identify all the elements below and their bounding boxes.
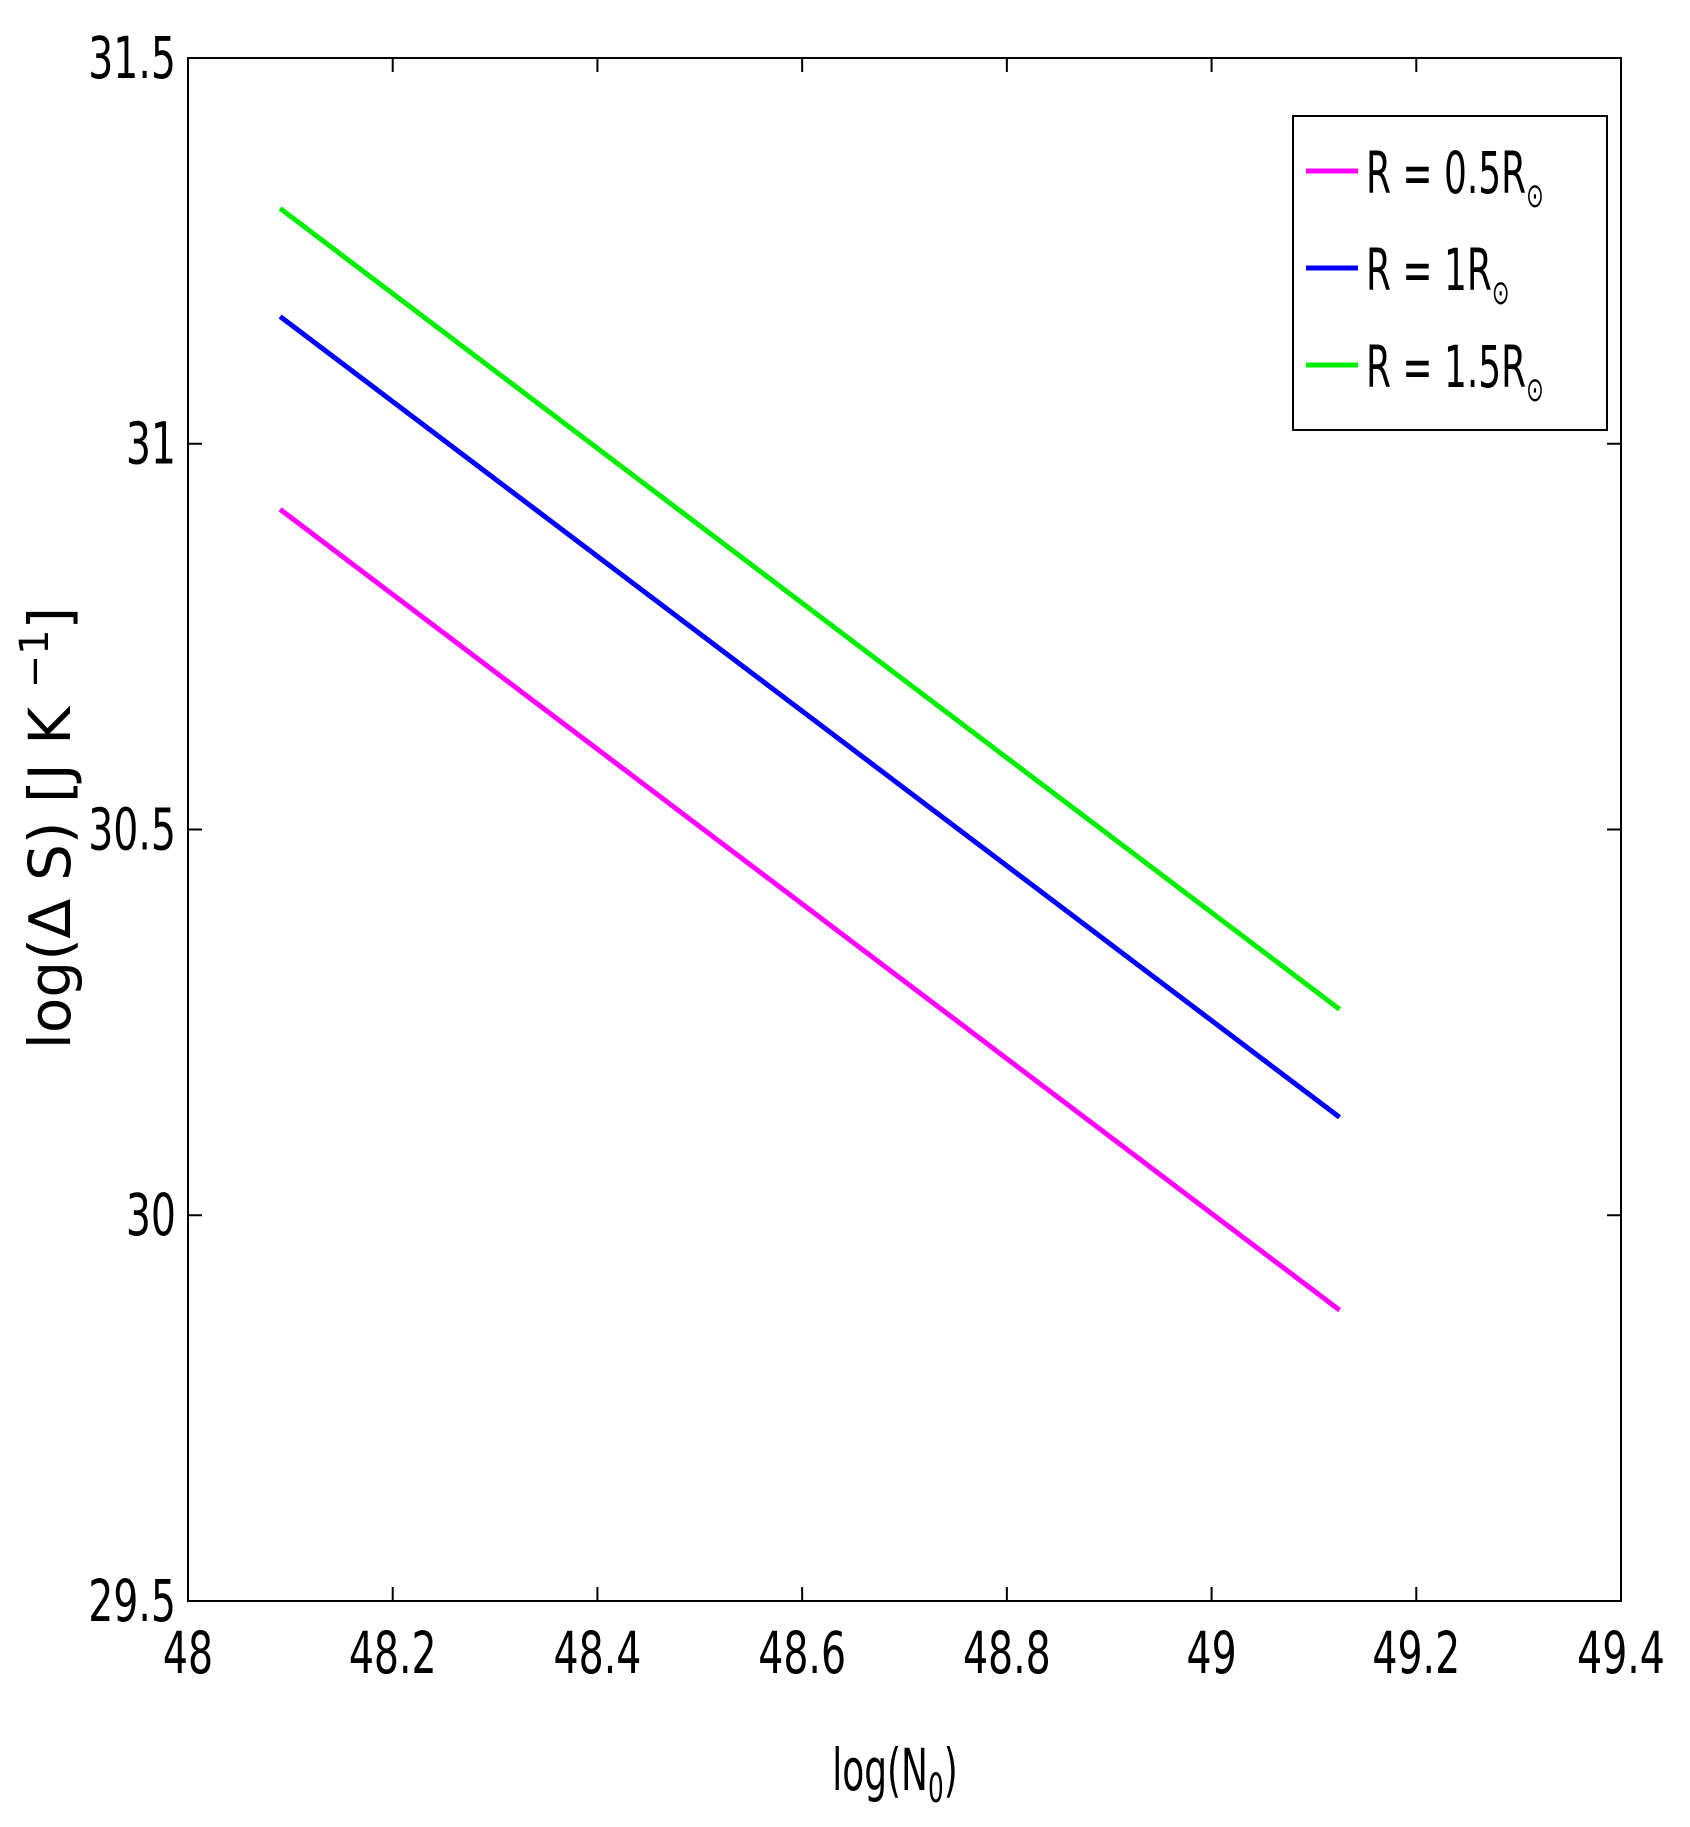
x-tick-label: 48.8 — [963, 1619, 1051, 1687]
y-tick-label: 31.5 — [88, 24, 176, 92]
y-axis-label: log(∆ S) [J K −1] — [12, 607, 84, 1049]
sun-symbol: ⊙ — [1492, 273, 1510, 313]
y-tick-label: 29.5 — [88, 1567, 176, 1635]
legend-label-3: R = 1.5R⊙ — [1366, 334, 1544, 409]
legend-label-1: R = 0.5R⊙ — [1366, 140, 1544, 215]
series-lines — [278, 206, 1342, 1313]
y-tick-label: 30 — [126, 1181, 176, 1249]
series-line-3 — [278, 206, 1342, 1012]
x-tick-label: 48 — [163, 1619, 213, 1687]
x-tick-label: 49.2 — [1372, 1619, 1460, 1687]
series-line-2 — [278, 314, 1342, 1120]
x-tick-label: 48.6 — [758, 1619, 846, 1687]
y-tick-label: 31 — [126, 410, 176, 478]
y-tick-labels: 29.5 30 30.5 31 31.5 — [88, 24, 176, 1635]
x-tick-label: 49 — [1186, 1619, 1236, 1687]
x-tick-label: 49.4 — [1577, 1619, 1665, 1687]
x-tick-labels: 48 48.2 48.4 48.6 48.8 49 49.2 49.4 — [163, 1619, 1665, 1687]
y-tick-label: 30.5 — [88, 796, 176, 864]
x-tick-label: 48.4 — [554, 1619, 642, 1687]
legend-box — [1292, 115, 1608, 431]
x-tick-label: 48.2 — [349, 1619, 437, 1687]
legend-label-2: R = 1R⊙ — [1366, 237, 1509, 312]
series-line-1 — [278, 507, 1342, 1313]
legend-entries: R = 0.5R⊙ R = 1R⊙ R = 1.5R⊙ — [1306, 140, 1544, 409]
tick-marks — [187, 57, 1622, 1602]
sun-symbol: ⊙ — [1526, 370, 1544, 410]
legend: R = 0.5R⊙ R = 1R⊙ R = 1.5R⊙ — [1292, 115, 1608, 431]
x-axis-label: log(N0) — [832, 1737, 958, 1812]
sun-symbol: ⊙ — [1526, 176, 1544, 216]
